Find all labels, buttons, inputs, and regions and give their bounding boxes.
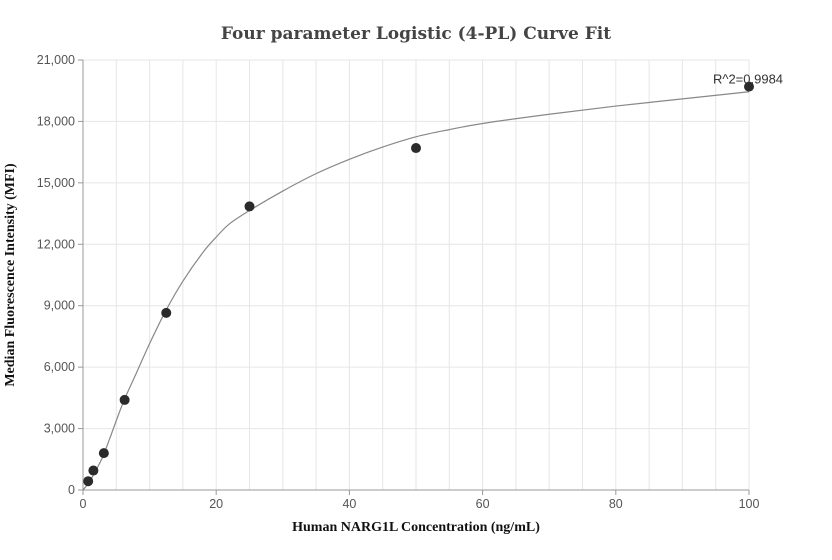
- x-tick-label: 20: [209, 497, 223, 511]
- y-tick-label: 12,000: [37, 237, 75, 251]
- x-tick-label: 60: [476, 497, 490, 511]
- data-point: [411, 143, 421, 154]
- x-tick-label: 100: [739, 497, 760, 511]
- fit-curve: [82, 91, 750, 491]
- r-squared-annotation: R^2=0.9984: [713, 72, 783, 87]
- data-point: [744, 81, 754, 92]
- y-axis-label: Median Fluorescence Intensity (MFI): [3, 163, 18, 387]
- data-points: [83, 81, 754, 487]
- x-tick-labels: 0 20 40 60 80 100: [80, 497, 760, 511]
- fit-curve-layer: [82, 91, 750, 491]
- data-point: [88, 465, 99, 476]
- x-axis-label: Human NARG1L Concentration (ng/mL): [292, 520, 540, 535]
- y-tick-labels: 0 3,000 6,000 9,000 12,000 15,000 18,000 21,000: [37, 53, 75, 497]
- data-point: [119, 394, 130, 405]
- x-tick-label: 40: [342, 497, 356, 511]
- y-tick-label: 6,000: [44, 360, 75, 374]
- data-point: [83, 476, 94, 487]
- y-tick-label: 0: [68, 483, 75, 497]
- y-tick-label: 15,000: [37, 176, 75, 190]
- y-tick-label: 21,000: [37, 53, 75, 67]
- y-tick-label: 3,000: [44, 422, 75, 436]
- data-point: [244, 201, 255, 212]
- data-point: [161, 307, 172, 318]
- chart-title: Four parameter Logistic (4-PL) Curve Fit: [221, 24, 611, 44]
- x-tick-label: 0: [80, 497, 87, 511]
- axes: [78, 59, 750, 495]
- x-tick-label: 80: [609, 497, 623, 511]
- data-point: [98, 448, 109, 459]
- y-tick-label: 18,000: [37, 114, 75, 128]
- y-tick-label: 9,000: [44, 299, 75, 313]
- grid-lines: [82, 59, 750, 491]
